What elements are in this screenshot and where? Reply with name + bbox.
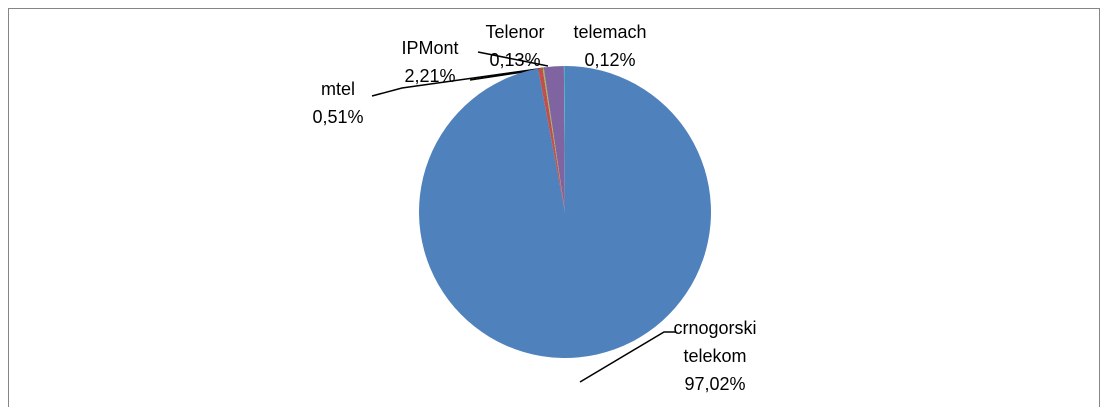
label-value: 97,02% [684,374,746,394]
data-label: IPMont 2,21% [385,34,475,90]
label-value: 0,12% [584,50,636,70]
label-name: Telenor [485,22,545,42]
label-value: 0,51% [312,107,364,127]
pie-slice [542,67,565,212]
pie-slice [543,66,565,212]
pie-slice [419,66,712,358]
label-name: mtel [320,79,355,99]
label-name: telemach [573,22,647,42]
label-name: crnogorski telekom [673,318,757,366]
label-value: 2,21% [404,66,456,86]
leader-line [579,331,676,383]
data-label: crnogorski telekom 97,02% [660,314,770,398]
label-name: IPMont [401,38,459,58]
pie-slice [563,66,565,212]
label-value: 0,13% [489,50,541,70]
data-label: mtel 0,51% [298,75,378,131]
pie-slice [537,67,565,212]
data-label: telemach 0,12% [565,18,655,74]
leader-line [371,67,546,97]
data-label: Telenor 0,13% [470,18,560,74]
leader-line [477,51,549,67]
